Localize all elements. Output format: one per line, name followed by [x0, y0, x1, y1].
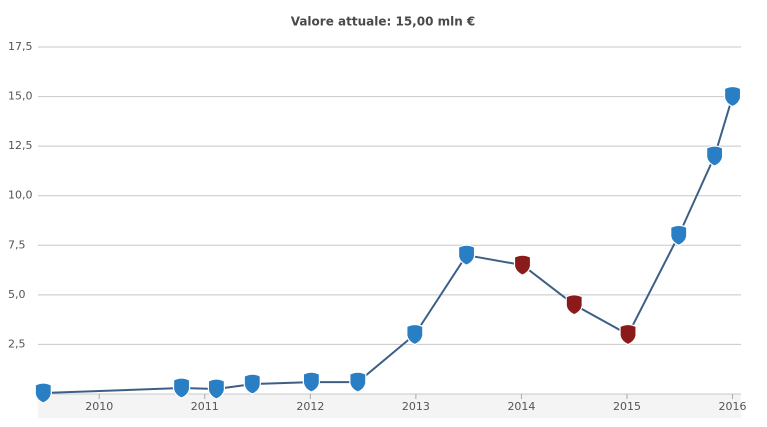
x-tick-label: 2011: [191, 400, 219, 413]
x-axis-band: [38, 394, 741, 418]
x-tick-label: 2012: [296, 400, 324, 413]
club-marker: [565, 294, 583, 316]
x-tick-label: 2015: [613, 400, 641, 413]
club-marker: [513, 254, 532, 276]
club-marker: [723, 85, 742, 108]
club-marker: [207, 378, 225, 400]
club-marker: [172, 377, 191, 399]
x-tick-label: 2010: [85, 400, 113, 413]
club-marker: [670, 224, 688, 247]
club-marker: [457, 244, 476, 266]
y-tick-label: 15,0: [8, 90, 33, 103]
y-tick-label: 17,5: [8, 40, 33, 53]
x-tick-label: 2016: [719, 400, 747, 413]
club-marker: [34, 382, 52, 404]
y-tick-label: 5,0: [8, 288, 26, 301]
y-tick-label: 2,5: [8, 337, 26, 350]
chart-title: Valore attuale: 15,00 mln €: [291, 15, 476, 29]
y-tick-label: 12,5: [8, 139, 33, 152]
x-tick-label: 2013: [402, 400, 430, 413]
y-tick-label: 10,0: [8, 189, 33, 202]
club-marker: [243, 373, 261, 395]
club-marker: [302, 371, 320, 393]
x-tick-label: 2014: [507, 400, 535, 413]
club-marker: [349, 371, 367, 393]
club-marker: [706, 145, 724, 167]
club-marker: [619, 323, 637, 346]
y-tick-label: 7,5: [8, 238, 26, 251]
club-marker: [406, 323, 424, 346]
